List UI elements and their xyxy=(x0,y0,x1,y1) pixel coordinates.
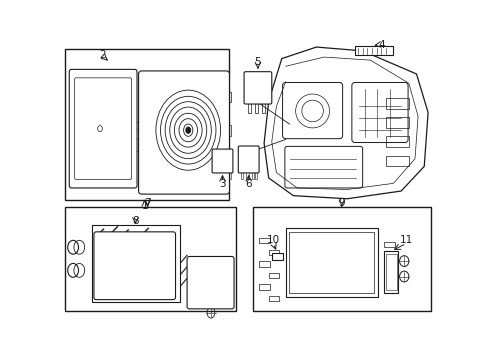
Bar xyxy=(385,98,408,109)
Bar xyxy=(225,172,227,180)
Bar xyxy=(268,249,279,255)
Bar xyxy=(252,207,430,311)
Bar xyxy=(85,174,99,180)
Bar xyxy=(228,172,230,180)
Text: 4: 4 xyxy=(378,40,385,50)
Bar xyxy=(354,46,393,55)
Ellipse shape xyxy=(185,127,190,133)
FancyBboxPatch shape xyxy=(238,146,259,173)
FancyBboxPatch shape xyxy=(187,256,234,309)
Bar xyxy=(385,280,396,286)
Bar xyxy=(91,225,180,302)
Text: 2: 2 xyxy=(99,50,105,60)
Bar xyxy=(261,103,264,113)
Bar xyxy=(385,136,408,147)
Bar xyxy=(385,156,408,166)
Bar xyxy=(268,296,279,301)
Bar xyxy=(157,288,164,293)
Bar xyxy=(214,172,217,180)
Text: 8: 8 xyxy=(132,216,139,226)
Text: 1: 1 xyxy=(141,202,148,211)
Text: 9: 9 xyxy=(338,198,345,208)
Bar xyxy=(220,172,222,180)
Bar xyxy=(102,174,116,180)
Bar xyxy=(192,287,209,292)
Polygon shape xyxy=(264,47,427,199)
Bar xyxy=(224,92,230,103)
FancyBboxPatch shape xyxy=(212,149,232,173)
Bar xyxy=(134,122,144,151)
Bar xyxy=(242,159,250,164)
Bar xyxy=(385,255,396,260)
Bar xyxy=(64,49,229,199)
Bar xyxy=(192,278,209,283)
Bar xyxy=(289,232,373,293)
Bar xyxy=(122,288,130,293)
Text: 6: 6 xyxy=(245,179,251,189)
Bar xyxy=(251,172,254,180)
Bar xyxy=(145,288,153,293)
Bar xyxy=(111,288,118,293)
Bar xyxy=(246,172,248,180)
FancyBboxPatch shape xyxy=(94,232,175,300)
Bar xyxy=(217,155,223,166)
Bar xyxy=(254,172,257,180)
Bar xyxy=(99,288,107,293)
FancyBboxPatch shape xyxy=(244,72,271,104)
Bar xyxy=(268,273,279,278)
Bar xyxy=(271,253,282,260)
Bar xyxy=(247,103,250,113)
Bar xyxy=(259,261,270,266)
Bar xyxy=(192,270,209,275)
Text: 10: 10 xyxy=(266,235,279,245)
Bar xyxy=(384,242,394,247)
Bar xyxy=(123,261,151,278)
Text: 7: 7 xyxy=(144,198,151,208)
Bar xyxy=(224,159,230,170)
Bar xyxy=(259,238,270,243)
Bar xyxy=(224,125,230,136)
Bar xyxy=(254,103,257,113)
Bar xyxy=(241,172,243,180)
Text: 5: 5 xyxy=(254,57,261,67)
Bar xyxy=(384,251,397,293)
Bar xyxy=(259,284,270,289)
Bar xyxy=(125,263,149,276)
Bar xyxy=(285,228,377,297)
Bar xyxy=(134,288,142,293)
Bar xyxy=(192,295,209,300)
FancyBboxPatch shape xyxy=(69,69,137,188)
Bar xyxy=(384,267,394,273)
FancyBboxPatch shape xyxy=(138,71,229,194)
Bar xyxy=(64,207,235,311)
Bar xyxy=(385,117,408,128)
Text: 11: 11 xyxy=(399,235,412,245)
Text: 3: 3 xyxy=(219,179,225,189)
Bar xyxy=(385,254,396,291)
